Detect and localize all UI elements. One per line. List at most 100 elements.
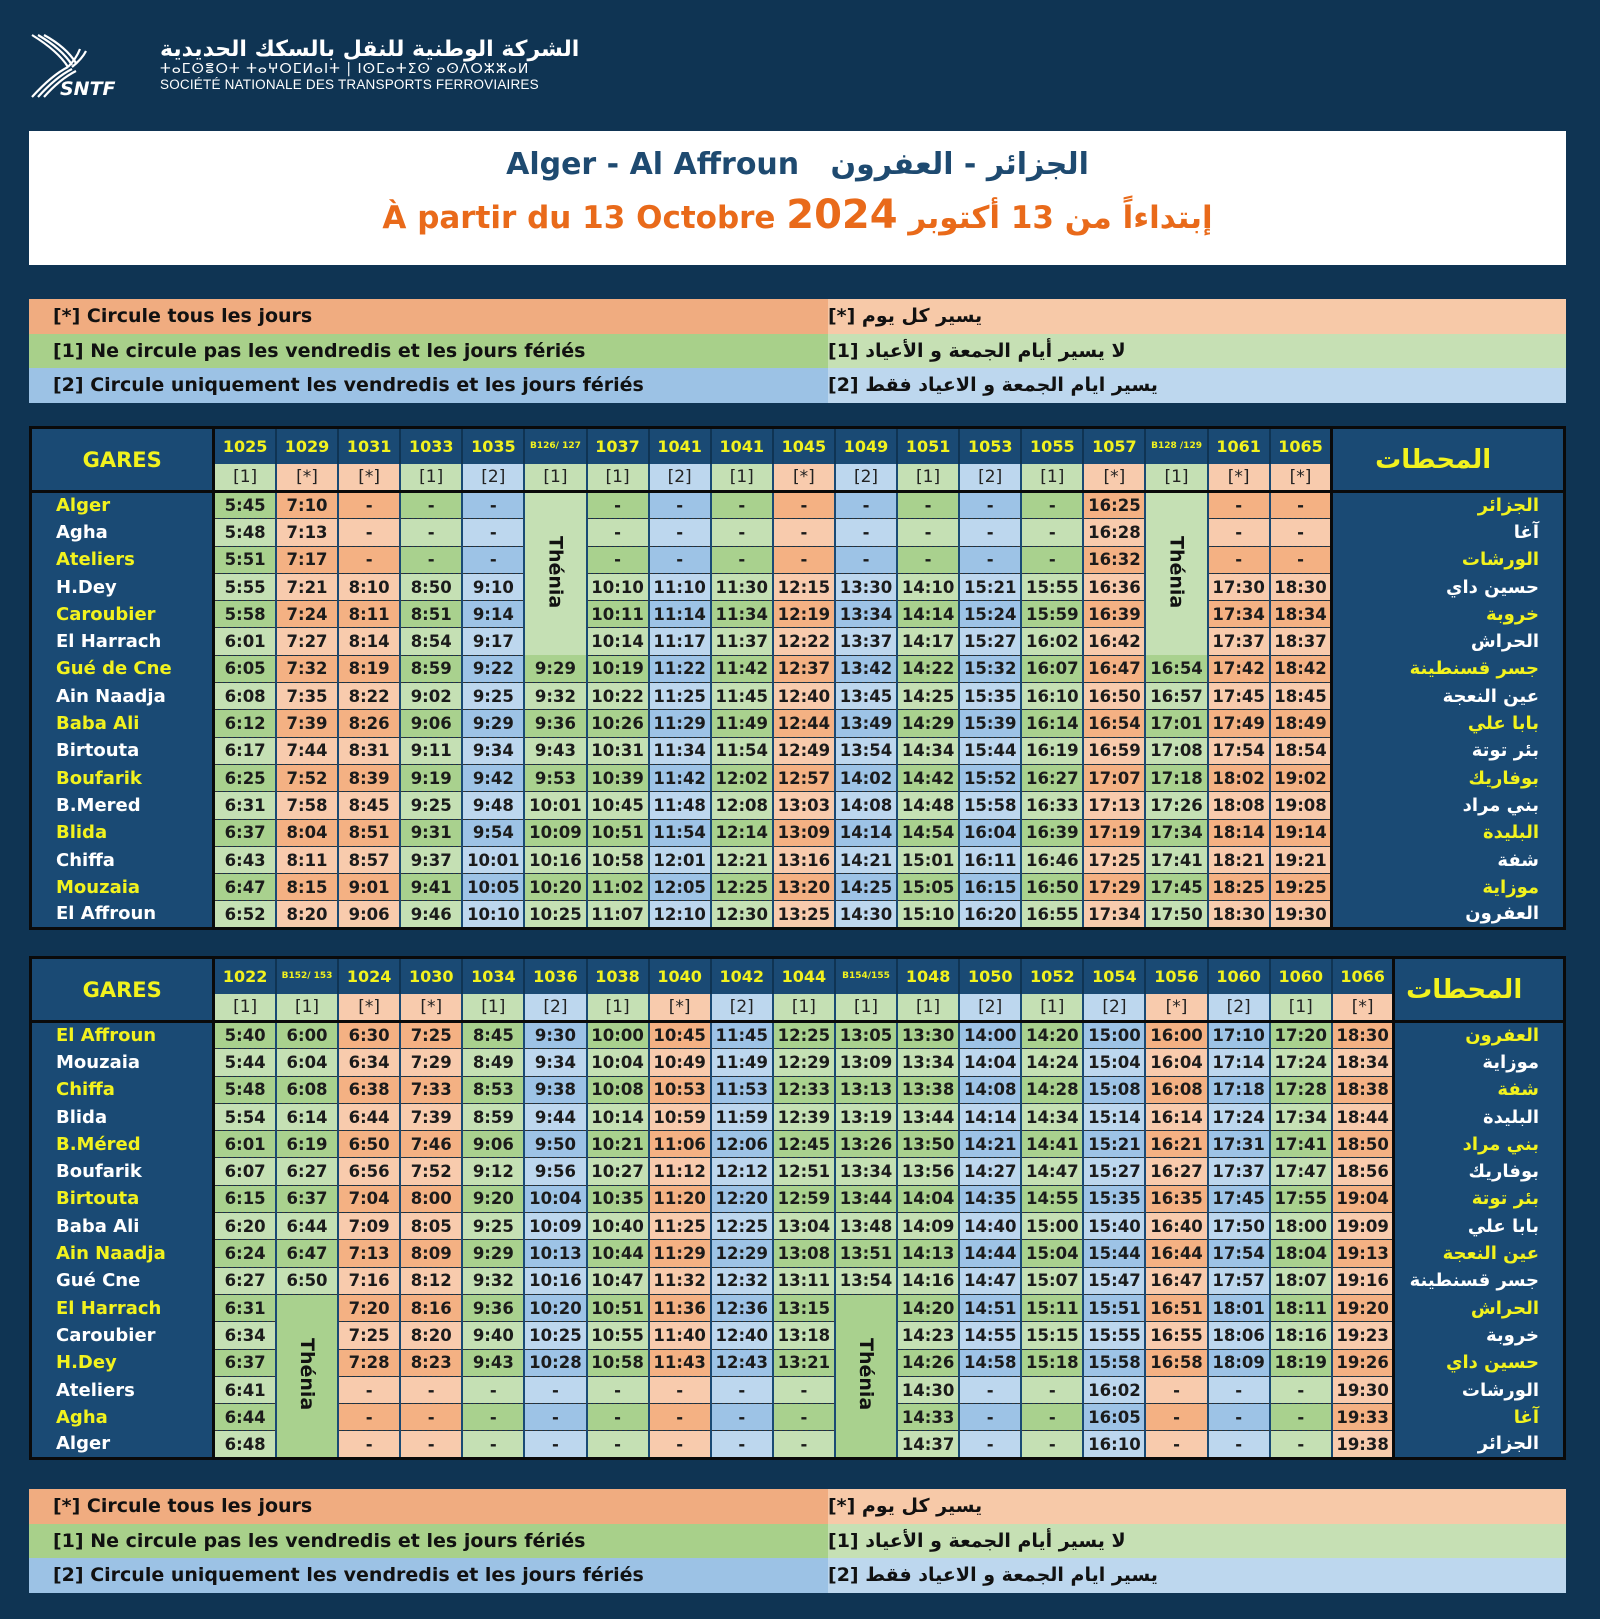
stations-header-ar: المحطات [1330, 427, 1565, 493]
departure-time: - [337, 1403, 401, 1432]
departure-time: - [399, 546, 463, 574]
departure-time: 17:07 [1082, 764, 1146, 793]
departure-time: 13:37 [833, 627, 898, 656]
departure-time: 12:45 [771, 1130, 835, 1159]
station-name-fr: Ateliers [30, 546, 216, 574]
station-name-fr: Alger [30, 1430, 216, 1459]
station-name-ar: الجزائر [1330, 491, 1565, 519]
train-number: 1024 [337, 957, 401, 994]
station-name-fr: Mouzaia [30, 873, 216, 901]
departure-time: 6:20 [212, 1212, 276, 1241]
departure-time: 6:44 [274, 1212, 339, 1241]
departure-time: 17:10 [1206, 1021, 1270, 1050]
departure-time: 14:10 [896, 573, 960, 602]
departure-time: - [1206, 1376, 1270, 1405]
departure-time: 17:45 [1144, 873, 1208, 902]
departure-time: 8:20 [399, 1321, 463, 1350]
departure-time: 11:49 [709, 1048, 773, 1077]
departure-time: 12:33 [771, 1076, 835, 1104]
station-name-fr: Caroubier [30, 1321, 216, 1350]
departure-time: 6:01 [212, 627, 276, 656]
stations-header-ar: المحطات [1392, 957, 1565, 1023]
departure-time: 7:16 [337, 1267, 401, 1295]
departure-time: - [523, 1376, 587, 1405]
departure-time: 10:44 [585, 1239, 649, 1268]
departure-time: 10:08 [585, 1076, 649, 1104]
departure-time: 9:29 [461, 709, 525, 738]
departure-time: 7:09 [337, 1212, 401, 1241]
departure-time: 9:29 [523, 655, 587, 684]
departure-time: 16:25 [1082, 491, 1146, 520]
station-name-fr: El Affroun [30, 900, 216, 929]
train-number: 1049 [833, 427, 898, 464]
departure-time: 5:48 [212, 1076, 276, 1104]
departure-time: 15:11 [1020, 1294, 1084, 1323]
legend-text-fr: [*] Circule tous les jours [29, 299, 828, 334]
departure-time: 17:25 [1082, 846, 1146, 875]
departure-time: 7:29 [399, 1048, 463, 1077]
departure-time: 10:19 [585, 655, 649, 684]
station-row: Ain Naadja 6:08 7:35 8:22 9:02 9:25 9:32 10:22 1… [30, 682, 1565, 711]
departure-time: 14:33 [896, 1403, 960, 1432]
timetable-affroun-alger: GARES 1022 B152/ 153 1024 1030 1034 1036 1038 10… [29, 956, 1566, 1460]
departure-time: 15:18 [1020, 1349, 1084, 1377]
departure-time: 15:35 [958, 682, 1022, 711]
departure-time: 7:25 [337, 1321, 401, 1350]
station-name-ar: بابا علي [1392, 1212, 1565, 1240]
departure-time: 10:20 [523, 873, 587, 902]
company-name-ar: الشركة الوطنية للنقل بالسكك الحديدية [160, 37, 580, 63]
station-row: Boufarik 6:25 7:52 8:39 9:19 9:42 9:53 10:39 11:… [30, 764, 1565, 793]
train-type-badge: [2] [958, 993, 1022, 1023]
departure-time: 12:10 [647, 900, 711, 929]
departure-time: 8:26 [337, 709, 401, 738]
departure-time: - [337, 1430, 401, 1459]
departure-time: 18:04 [1268, 1239, 1332, 1268]
departure-time: 14:35 [958, 1185, 1022, 1214]
departure-time: 6:50 [337, 1130, 401, 1159]
departure-time: 16:27 [1144, 1157, 1208, 1186]
departure-time: 16:39 [1020, 819, 1084, 847]
departure-time: 15:04 [1082, 1048, 1146, 1077]
departure-time: 6:52 [212, 900, 276, 929]
departure-time: 10:21 [585, 1130, 649, 1159]
departure-time: - [647, 518, 711, 547]
departure-time: 8:45 [461, 1021, 525, 1050]
departure-time: 10:40 [585, 1212, 649, 1241]
departure-time: - [709, 1430, 773, 1459]
departure-time: 14:21 [833, 846, 898, 875]
departure-time: - [1020, 518, 1084, 547]
departure-time: 10:05 [461, 873, 525, 902]
station-name-ar: الورشات [1392, 1376, 1565, 1404]
departure-time: 14:09 [896, 1212, 960, 1241]
header-row-train-types: [1] [1] [*] [*] [1] [2] [1] [*] [2] [1] [1] [1] [2][… [31, 993, 1565, 1023]
departure-time: 11:48 [647, 791, 711, 820]
departure-time: - [771, 1403, 835, 1432]
departure-time: - [337, 546, 401, 574]
departure-time: 16:55 [1144, 1321, 1208, 1350]
departure-time: 15:47 [1082, 1267, 1146, 1295]
departure-time: - [771, 1430, 835, 1459]
departure-time: 14:44 [958, 1239, 1022, 1268]
departure-time: 17:57 [1206, 1267, 1270, 1295]
departure-time: 15:44 [958, 737, 1022, 765]
train-type-badge: [2] [461, 463, 525, 493]
departure-time: 15:51 [1082, 1294, 1146, 1323]
departure-time: 13:49 [833, 709, 898, 738]
departure-time: 17:19 [1082, 819, 1146, 847]
station-row: Alger 5:45 7:10- - - Thénia - - - - - - - -16:25 Théni… [30, 491, 1565, 656]
departure-time: - [399, 518, 463, 547]
departure-time: 17:18 [1144, 764, 1208, 793]
station-name-ar: الحراش [1392, 1294, 1565, 1322]
train-type-badge: [1] [1020, 463, 1084, 493]
departure-time: 12:08 [709, 791, 773, 820]
station-name-fr: Caroubier [30, 600, 216, 628]
departure-time: 11:36 [647, 1294, 711, 1323]
station-name-fr: H.Dey [30, 573, 216, 601]
departure-time: 6:48 [212, 1430, 276, 1459]
departure-time: 12:40 [771, 682, 835, 711]
departure-time: 14:20 [896, 1294, 960, 1323]
departure-time: - [399, 1430, 463, 1459]
departure-time: 13:13 [833, 1076, 898, 1104]
departure-time: - [1268, 546, 1332, 574]
departure-time: 17:24 [1268, 1048, 1332, 1077]
